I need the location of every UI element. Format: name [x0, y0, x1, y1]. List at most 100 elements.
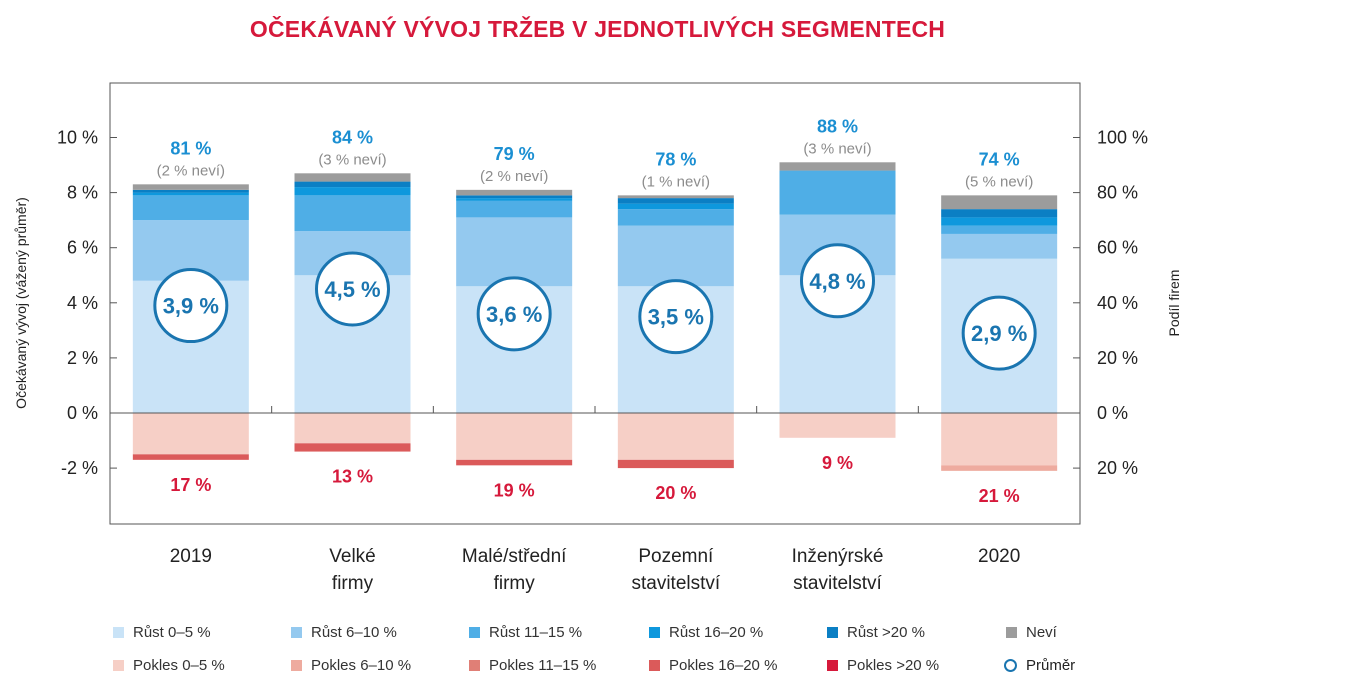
legend-label: Pokles 16–20 %: [669, 657, 778, 674]
legend-label: Pokles 6–10 %: [311, 657, 412, 674]
right-axis-tick-label: 100 %: [1097, 128, 1148, 148]
category-label: stavitelství: [793, 573, 882, 594]
bar-segment: [294, 181, 411, 188]
legend-label: Růst 6–10 %: [311, 624, 397, 641]
average-ring-icon: [1004, 659, 1017, 672]
legend-item: Pokles 11–15 %: [469, 657, 596, 674]
negative-total-label: 21 %: [979, 486, 1020, 506]
average-label: 3,5 %: [648, 305, 704, 330]
average-label: 3,6 %: [486, 302, 542, 327]
bar-segment: [132, 195, 249, 221]
legend-item: Růst 16–20 %: [649, 624, 763, 641]
bar-segment: [132, 192, 249, 196]
negative-total-label: 19 %: [494, 480, 535, 500]
category-label: Pozemní: [638, 546, 714, 567]
left-axis-tick-label: 10 %: [57, 128, 98, 148]
right-axis-tick-label: 60 %: [1097, 238, 1138, 258]
legend-label: Pokles 11–15 %: [489, 657, 597, 674]
bar-segment: [941, 217, 1058, 226]
right-axis-title: Podíl firem: [1166, 270, 1182, 337]
average-marker: [638, 279, 714, 355]
legend-swatch: [291, 627, 302, 638]
legend-item: Pokles 6–10 %: [291, 657, 411, 674]
chart-title: OČEKÁVANÝ VÝVOJ TRŽEB V JEDNOTLIVÝCH SEG…: [249, 16, 946, 42]
bar-segment: [617, 413, 734, 460]
bar-segment: [456, 195, 573, 199]
right-axis-tick-label: 0 %: [1097, 403, 1128, 423]
left-axis-tick-label: -2 %: [61, 458, 98, 478]
dont-know-note: (3 % neví): [803, 140, 871, 157]
average-marker: [315, 251, 390, 327]
legend-item: Pokles 0–5 %: [113, 657, 225, 674]
positive-total-label: 79 %: [494, 144, 535, 164]
right-axis-tick-label: 20 %: [1097, 458, 1138, 478]
bar-segment: [294, 173, 411, 182]
legend-item: Růst 11–15 %: [469, 624, 582, 641]
category-label: 2020: [978, 546, 1020, 567]
legend-item: Průměr: [1004, 657, 1075, 674]
category-label: Malé/střední: [462, 546, 567, 567]
category-label: Inženýrské: [792, 546, 884, 567]
legend-item: Neví: [1006, 624, 1057, 641]
bar-segment: [294, 187, 411, 196]
left-axis-tick-label: 4 %: [67, 293, 98, 313]
category-label: Velké: [329, 546, 375, 567]
bar-segment: [617, 225, 734, 287]
bar-segment: [132, 189, 249, 193]
bar-segment: [779, 162, 896, 171]
left-axis-tick-label: 6 %: [67, 238, 98, 258]
average-label: 4,5 %: [324, 277, 380, 302]
bar-segment: [617, 195, 734, 199]
left-axis-tick-label: 8 %: [67, 183, 98, 203]
negative-total-label: 9 %: [822, 453, 853, 473]
legend-label: Pokles >20 %: [847, 657, 940, 674]
bar-segment: [617, 209, 734, 226]
legend: Růst 0–5 % Růst 6–10 % Růst 11–15 % Růst…: [0, 618, 1355, 688]
negative-total-label: 17 %: [170, 475, 211, 495]
bar-segment: [132, 413, 249, 455]
bar-segment: [456, 413, 573, 460]
legend-swatch: [291, 660, 302, 671]
bar-segment: [132, 454, 249, 460]
legend-swatch: [469, 627, 480, 638]
right-axis-tick-label: 20 %: [1097, 348, 1138, 368]
legend-swatch: [469, 660, 480, 671]
positive-total-label: 81 %: [170, 138, 211, 158]
legend-swatch: [113, 627, 124, 638]
bar-segment: [294, 195, 411, 232]
legend-label: Růst >20 %: [847, 624, 925, 641]
bar-segment: [779, 413, 896, 438]
dont-know-note: (2 % neví): [157, 162, 225, 179]
average-marker: [961, 295, 1037, 371]
average-marker: [153, 268, 229, 344]
legend-swatch: [113, 660, 124, 671]
category-label: 2019: [170, 546, 212, 567]
average-marker: [800, 243, 875, 319]
plot-frame: [109, 82, 1081, 525]
left-axis-tick-label: 0 %: [67, 403, 98, 423]
bar-segment: [779, 170, 896, 215]
average-label: 4,8 %: [809, 269, 865, 294]
legend-label: Pokles 0–5 %: [133, 657, 225, 674]
positive-total-label: 74 %: [979, 149, 1020, 169]
category-label: firmy: [494, 573, 536, 594]
legend-label: Růst 11–15 %: [489, 624, 583, 641]
right-axis-tick-label: 40 %: [1097, 293, 1138, 313]
bar-segment: [941, 465, 1058, 471]
bar-segment: [617, 459, 734, 469]
average-label: 3,9 %: [163, 294, 219, 319]
legend-label: Růst 0–5 %: [133, 624, 211, 641]
bar-segment: [456, 217, 573, 287]
legend-item: Růst 0–5 %: [113, 624, 211, 641]
legend-swatch: [1006, 627, 1017, 638]
chart-canvas: 10 % 8 % 6 % 4 % 2 % 0 % -2 % 100 % 80 % 60 % 40 %…: [13, 82, 1182, 594]
legend-item: Růst 6–10 %: [291, 624, 397, 641]
legend-item: Pokles >20 %: [827, 657, 939, 674]
legend-swatch: [649, 660, 660, 671]
positive-total-label: 88 %: [817, 116, 858, 136]
positive-total-label: 84 %: [332, 127, 373, 147]
bar-segment: [456, 198, 573, 201]
positive-total-label: 78 %: [655, 149, 696, 169]
bar-segment: [456, 189, 573, 196]
average-label: 2,9 %: [971, 321, 1027, 346]
